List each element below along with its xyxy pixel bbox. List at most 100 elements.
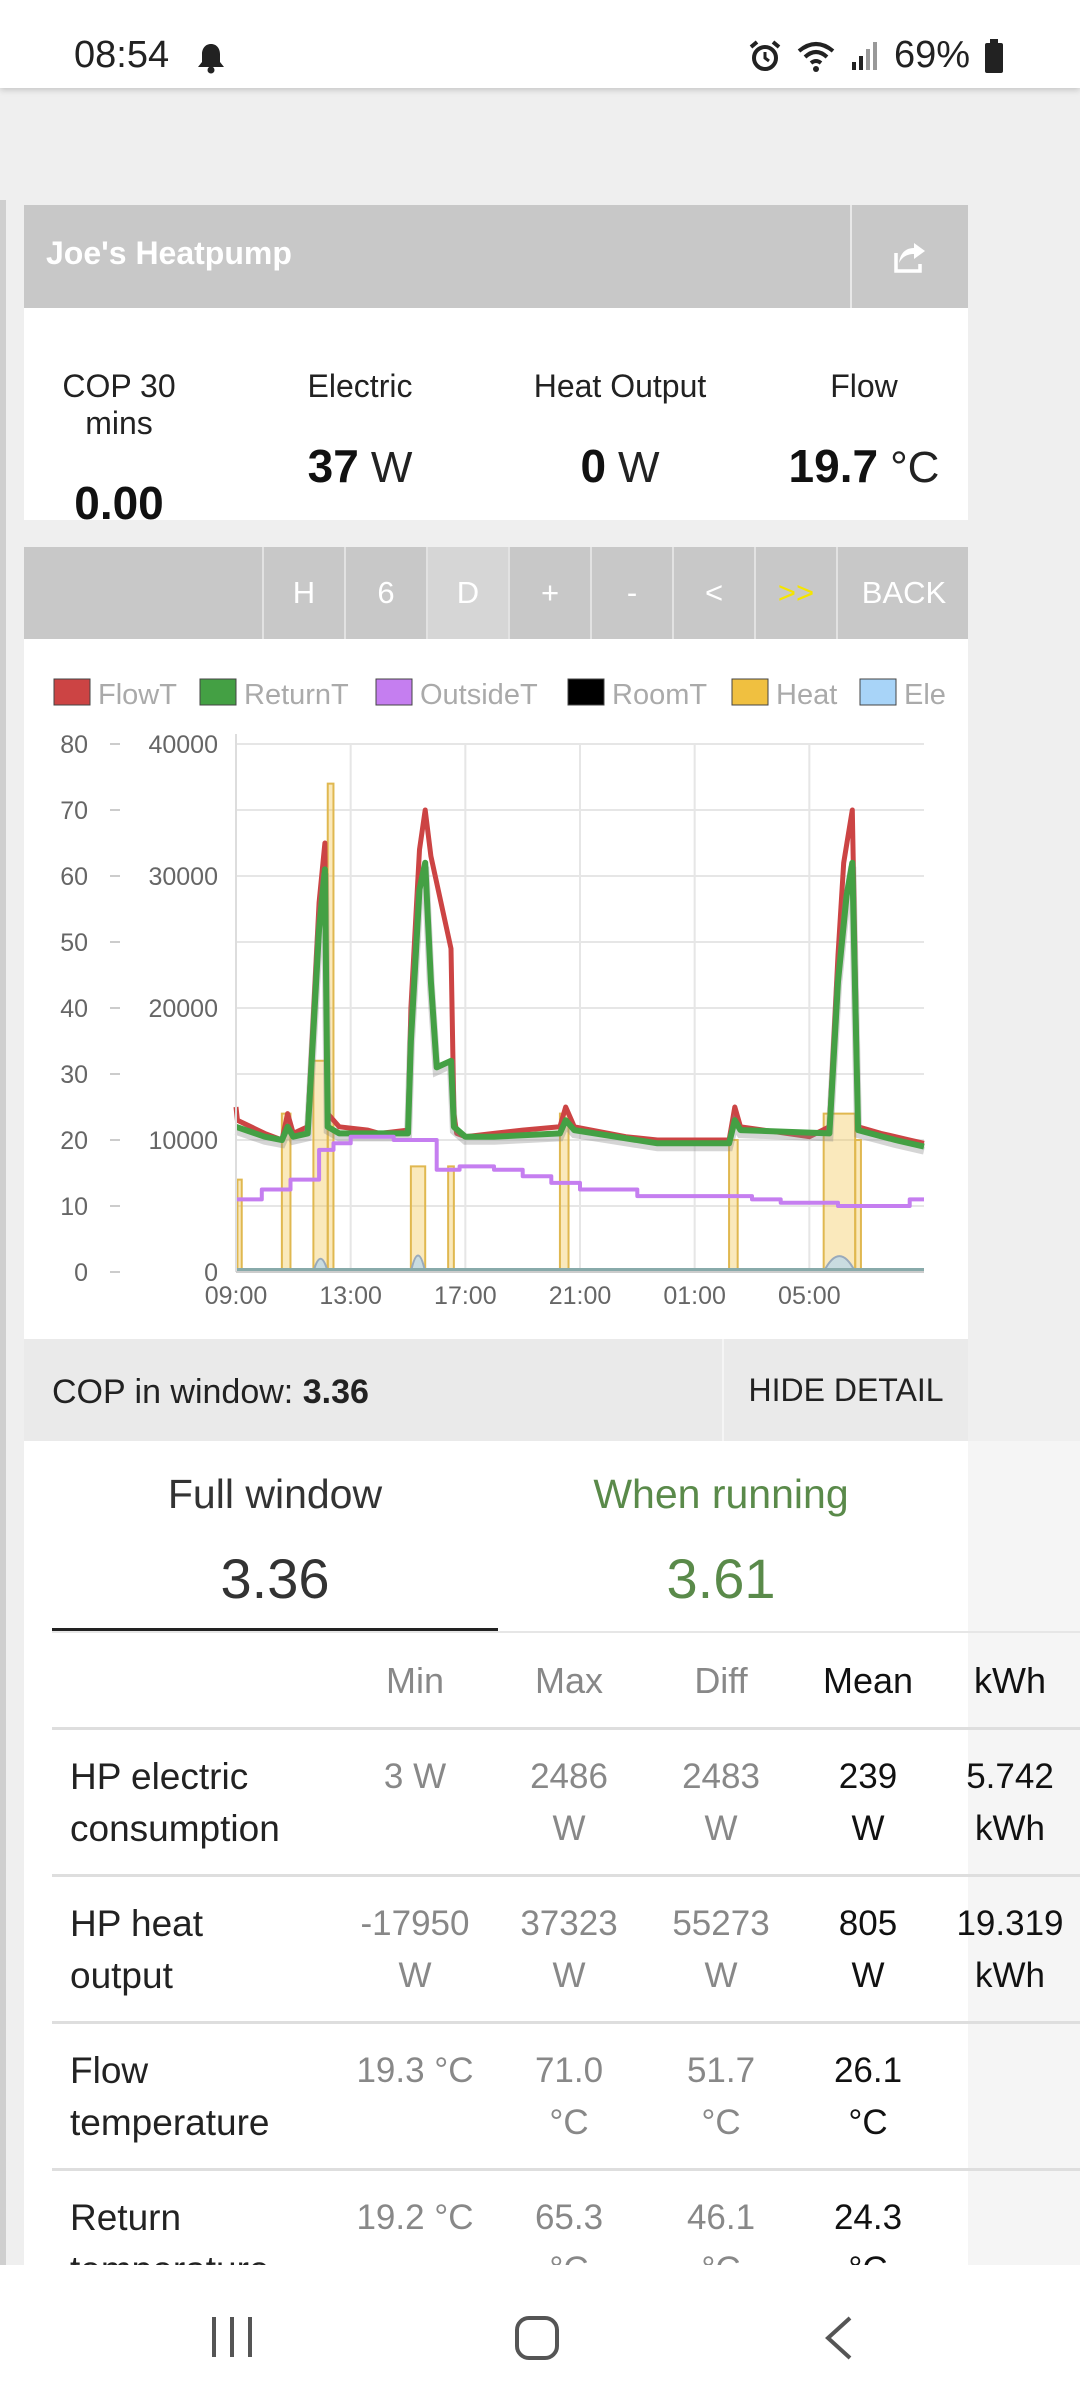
power-temperature-chart[interactable]: FlowT ReturnT OutsideT RoomT Heat Ele 80 70 60 50… <box>24 639 968 1339</box>
toolbar-zoom-out-button[interactable]: - <box>590 547 672 639</box>
row-name: HP heat output <box>70 1903 204 1996</box>
row-mean: 805 W <box>838 1904 898 1995</box>
y-left-tick: 80 <box>60 731 88 759</box>
share-icon <box>894 242 925 273</box>
row-max: 2486 W <box>530 1757 608 1848</box>
toolbar-zoom-in-button[interactable]: + <box>508 547 590 639</box>
status-icons: 69% <box>748 34 1004 77</box>
heat-mark <box>236 1178 243 1273</box>
share-button[interactable] <box>850 205 968 308</box>
active-tab-underline <box>52 1628 498 1631</box>
x-tick: 05:00 <box>778 1282 841 1310</box>
y-right-tick: 20000 <box>148 995 218 1023</box>
detail-panel: Full window 3.36 When running 3.61 Min M… <box>24 1441 1080 2265</box>
row-mean: 239 W <box>838 1757 898 1848</box>
live-stats: COP 30 mins 0.00 Electric 37 W Heat Outpu… <box>24 308 968 529</box>
series-line-ReturnT <box>235 859 925 1150</box>
row-name: HP electric consumption <box>70 1756 280 1849</box>
y-left-tick: 10 <box>60 1193 88 1221</box>
cop-window-label: COP in window: 3.36 <box>52 1373 369 1411</box>
legend-label: RoomT <box>612 679 707 711</box>
back-icon[interactable] <box>822 2315 856 2361</box>
series-line-OutsideT <box>236 1134 924 1208</box>
hide-detail-button[interactable]: HIDE DETAIL <box>722 1339 968 1441</box>
toolbar-back-button[interactable]: BACK <box>836 547 970 639</box>
legend-label: Heat <box>776 679 837 711</box>
y-left-tick: 70 <box>60 797 88 825</box>
toolbar-6h-button[interactable]: 6 <box>344 547 426 639</box>
heat-mark <box>447 1165 455 1273</box>
navigation-bar <box>0 2265 1080 2400</box>
row-mean: 26.1 °C <box>833 2051 903 2142</box>
cop-window-value: 3.36 <box>302 1373 369 1411</box>
legend-label: OutsideT <box>420 679 538 711</box>
y-left-tick: 40 <box>60 995 88 1023</box>
recent-apps-icon[interactable] <box>208 2315 256 2359</box>
y-left-tick: 20 <box>60 1127 88 1155</box>
header-kwh: kWh <box>974 1660 1046 1701</box>
y-left-tick: 30 <box>60 1061 88 1089</box>
y-right-tick: 30000 <box>148 863 218 891</box>
header-min: Min <box>385 1660 444 1701</box>
header-diff: Diff <box>694 1660 748 1701</box>
toolbar-hour-button[interactable]: H <box>262 547 344 639</box>
legend-swatch <box>53 678 91 706</box>
stat-cop: COP 30 mins 0.00 <box>62 368 176 529</box>
header-max: Max <box>534 1660 603 1701</box>
y-right-tick: 40000 <box>148 731 218 759</box>
x-tick: 01:00 <box>663 1282 726 1310</box>
row-min: 3 W <box>383 1757 447 1796</box>
row-diff: 51.7 °C <box>686 2051 756 2142</box>
row-min: 19.2 °C <box>356 2198 474 2237</box>
y-left-tick: 50 <box>60 929 88 957</box>
row-max: 65.3°C <box>534 2198 604 2265</box>
wifi-icon <box>797 41 835 72</box>
legend-swatch <box>731 678 769 706</box>
legend-label: ReturnT <box>244 679 349 711</box>
legend-swatch <box>859 678 897 706</box>
home-icon[interactable] <box>514 2315 560 2361</box>
battery-percent: 69% <box>893 34 970 76</box>
signal-icon <box>851 41 877 70</box>
legend-swatch <box>567 678 605 706</box>
legend-label: FlowT <box>98 679 177 711</box>
header-mean: Mean <box>822 1660 914 1701</box>
row-diff: 46.1°C <box>686 2198 756 2265</box>
legend-swatch <box>199 678 237 706</box>
tab-full-window[interactable]: Full window 3.36 <box>167 1471 383 1610</box>
chart-toolbar: H 6 D + - < >> BACK <box>24 547 968 639</box>
stat-electric: Electric 37 W <box>307 368 413 492</box>
cop-bar: COP in window: 3.36 HIDE DETAIL <box>24 1339 968 1441</box>
y-right-tick: 0 <box>204 1259 218 1287</box>
status-time: 08:54 <box>74 34 170 76</box>
app-header: Joe's Heatpump <box>24 205 968 308</box>
status-bar: 08:54 69% <box>0 0 1080 88</box>
notification-bell-icon <box>196 42 226 79</box>
battery-icon <box>985 38 1003 73</box>
app-title: Joe's Heatpump <box>46 235 292 271</box>
x-tick: 09:00 <box>205 1282 268 1310</box>
x-tick: 17:00 <box>434 1282 497 1310</box>
page-edge <box>0 200 6 2270</box>
chart-panel: FlowT ReturnT OutsideT RoomT Heat Ele 80 70 60 50… <box>24 639 968 1339</box>
toolbar-next-button[interactable]: >> <box>754 547 836 639</box>
legend-label: Ele <box>904 679 946 711</box>
row-name: Returntemperature <box>70 2197 270 2265</box>
row-max: 71.0 °C <box>534 2051 604 2142</box>
toolbar-day-button[interactable]: D <box>426 547 508 639</box>
x-tick: 21:00 <box>549 1282 612 1310</box>
alarm-icon <box>749 39 781 71</box>
row-diff: 2483 W <box>682 1757 760 1848</box>
row-kwh: 19.319 kWh <box>956 1904 1064 1995</box>
legend-swatch <box>375 678 413 706</box>
toolbar-prev-button[interactable]: < <box>672 547 754 639</box>
row-name: Flow temperature <box>70 2050 270 2143</box>
row-mean: 24.3°C <box>833 2198 903 2265</box>
x-tick: 13:00 <box>319 1282 382 1310</box>
y-right-tick: 10000 <box>148 1127 218 1155</box>
tab-when-running[interactable]: When running 3.61 <box>593 1471 849 1610</box>
row-kwh: 5.742 kWh <box>966 1757 1054 1848</box>
row-diff: 55273 W <box>672 1904 770 1995</box>
row-min: 19.3 °C <box>356 2051 474 2090</box>
